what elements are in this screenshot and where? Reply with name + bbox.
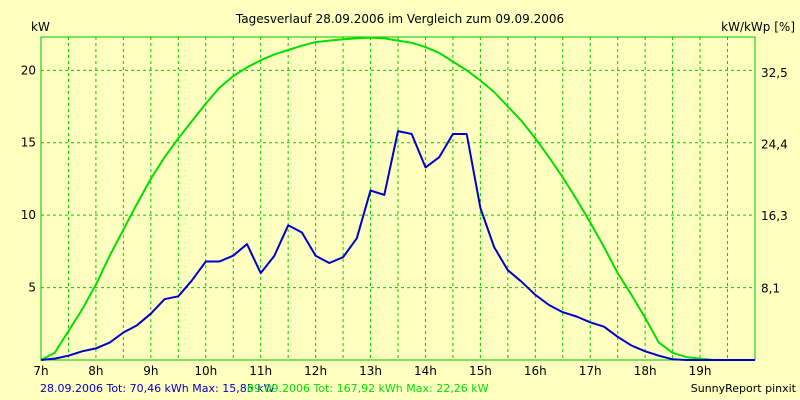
x-tick-label: 16h [524, 364, 547, 378]
x-tick-label: 14h [414, 364, 437, 378]
y-axis-label-right: kW/kWp [%] [721, 20, 795, 34]
x-tick-label: 9h [143, 364, 158, 378]
x-tick-label: 18h [634, 364, 657, 378]
y-axis-label-left: kW [31, 20, 50, 34]
y-tick-label-left: 5 [28, 281, 36, 295]
plot-area: 7h 8h 9h 10h 11h 12h 13h 14h 15h 16h 17h 18h 19h 5 10 1… [21, 36, 788, 378]
footer-series-1-summary: 28.09.2006 Tot: 70,46 kWh Max: 15,85 kW [40, 382, 275, 395]
x-tick-label: 10h [194, 364, 217, 378]
x-tick-label: 15h [469, 364, 492, 378]
series-line-1 [40, 130, 755, 361]
y-tick-label-left: 20 [21, 63, 36, 77]
x-tick-label: 17h [579, 364, 602, 378]
x-tick-label: 13h [359, 364, 382, 378]
y-tick-label-right: 24,4 [761, 138, 788, 152]
y-tick-label-right: 32,5 [761, 66, 788, 80]
x-tick-label: 8h [88, 364, 103, 378]
x-tick-label: 7h [33, 364, 48, 378]
x-tick-label: 11h [249, 364, 272, 378]
y-tick-label-right: 8,1 [761, 282, 780, 296]
chart-title: Tagesverlauf 28.09.2006 im Vergleich zum… [235, 12, 564, 26]
y-tick-label-left: 10 [21, 208, 36, 222]
footer-series-2-summary: 09.09.2006 Tot: 167,92 kWh Max: 22,26 kW [247, 382, 489, 395]
x-tick-label: 12h [304, 364, 327, 378]
y-tick-label-left: 15 [21, 136, 36, 150]
series-line-2 [40, 36, 755, 361]
x-tick-label: 19h [689, 364, 712, 378]
credit-text: SunnyReport pinxit [691, 382, 797, 395]
y-tick-label-right: 16,3 [761, 209, 788, 223]
